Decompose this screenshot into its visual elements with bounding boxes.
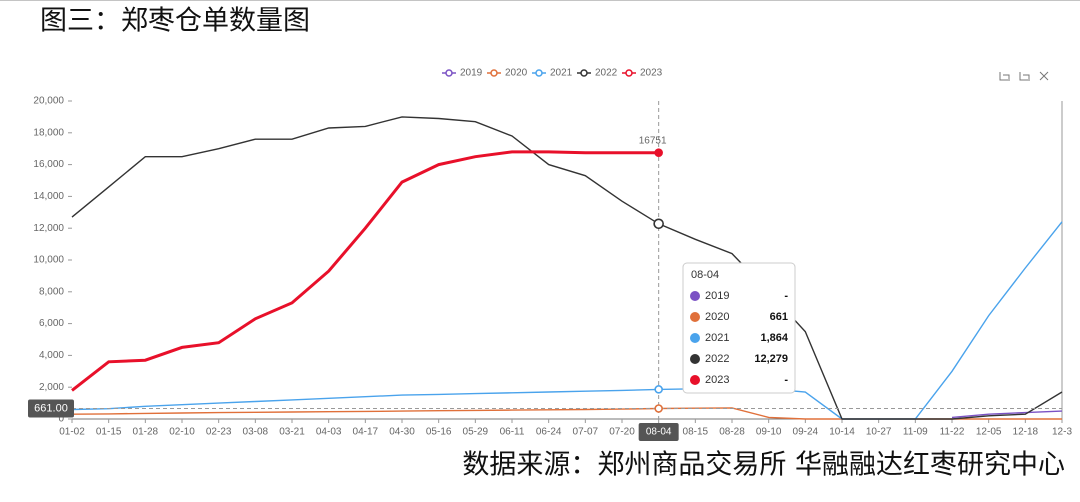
x-tick-label: 05-29 <box>463 427 489 438</box>
tool-icon[interactable] <box>999 72 1010 81</box>
x-tick-label: 02-23 <box>206 427 232 438</box>
x-tick-label: 12-18 <box>1013 427 1039 438</box>
legend-marker <box>490 69 498 77</box>
tooltip-dot <box>690 375 700 385</box>
series-line <box>71 221 1063 420</box>
legend-marker <box>625 69 633 77</box>
tooltip-name: 2022 <box>705 353 729 365</box>
x-tick-label: 01-15 <box>96 427 122 438</box>
crosshair-label: 661.00 <box>34 402 68 414</box>
x-tick-label: 08-04 <box>646 427 672 438</box>
legend-marker <box>535 69 543 77</box>
chart-title: 图三：郑枣仓单数量图 <box>40 6 310 37</box>
point <box>654 148 663 157</box>
y-tick-label: 4,000 <box>39 350 64 361</box>
x-tick-label: 08-15 <box>683 427 709 438</box>
x-tick-label: 01-02 <box>59 427 85 438</box>
x-tick-label: 12-05 <box>976 427 1002 438</box>
y-tick-label: 2,000 <box>39 382 64 393</box>
y-tick-label: 20,000 <box>33 96 64 107</box>
tooltip-value: 1,864 <box>760 332 788 344</box>
x-tick-label: 09-10 <box>756 427 782 438</box>
tooltip-title: 08-04 <box>691 269 719 281</box>
tooltip-value: - <box>784 290 788 302</box>
legend-marker <box>580 69 588 77</box>
tooltip-value: 661 <box>770 311 788 323</box>
tooltip-box <box>682 262 796 394</box>
legend-label: 2019 <box>460 68 483 79</box>
series-line <box>71 116 1063 420</box>
series-line <box>71 407 1062 420</box>
x-tick-label: 11-22 <box>940 427 965 438</box>
legend-label: 2020 <box>505 68 528 79</box>
toolbox[interactable] <box>999 71 1049 81</box>
x-tick-label: 01-28 <box>133 427 159 438</box>
y-tick-label: 0 <box>58 414 64 425</box>
tooltip-name: 2021 <box>705 332 729 344</box>
tool-icon[interactable] <box>1039 71 1049 81</box>
x-tick-label: 04-30 <box>389 427 415 438</box>
y-tick-label: 14,000 <box>33 191 64 202</box>
y-tick-label: 6,000 <box>39 318 64 329</box>
x-tick-label: 07-20 <box>609 427 635 438</box>
x-tick-label: 06-24 <box>536 427 562 438</box>
y-tick-label: 8,000 <box>39 286 64 297</box>
point <box>654 404 663 413</box>
y-tick-label: 12,000 <box>33 223 64 234</box>
legend-label: 2021 <box>550 68 573 79</box>
x-tick-label: 03-21 <box>279 427 305 438</box>
x-tick-label: 02-10 <box>169 427 195 438</box>
y-tick-label: 16,000 <box>33 159 64 170</box>
x-tick-label: 10-14 <box>829 427 855 438</box>
annotation: 16751 <box>639 135 667 146</box>
tooltip-value: 12,279 <box>754 353 788 365</box>
y-tick-label: 18,000 <box>33 127 64 138</box>
x-tick-label: 10-27 <box>866 427 892 438</box>
point <box>653 218 664 230</box>
tooltip-value: - <box>784 374 788 386</box>
tool-icon[interactable] <box>1019 72 1030 81</box>
x-tick-label: 09-24 <box>793 427 819 438</box>
y-tick-label: 10,000 <box>33 255 64 266</box>
point <box>654 385 663 394</box>
tooltip-dot <box>690 291 700 301</box>
x-tick-label: 11-09 <box>903 427 928 438</box>
tooltip-dot <box>690 312 700 322</box>
tooltip-dot <box>690 333 700 343</box>
tooltip-dot <box>690 354 700 364</box>
x-tick-label: 03-08 <box>243 427 269 438</box>
x-tick-label: 07-07 <box>573 427 599 438</box>
series-line <box>951 410 1063 419</box>
tooltip-name: 2023 <box>705 374 729 386</box>
legend-label: 2022 <box>595 68 618 79</box>
tooltip-name: 2020 <box>705 311 729 323</box>
x-tick-label: 12-3 <box>1052 427 1072 438</box>
legend-marker <box>445 69 453 77</box>
tooltip-name: 2019 <box>705 290 729 302</box>
x-tick-label: 06-11 <box>500 427 525 438</box>
source: 数据来源：郑州商品交易所 华融融达红枣研究中心 <box>462 450 1065 481</box>
tooltip: 08-04 2019 - 2020 661 2021 1,864 2022 12,279 2023… <box>682 262 796 394</box>
series-line <box>71 150 659 392</box>
legend-label: 2023 <box>640 68 663 79</box>
crosshair-box <box>28 399 74 418</box>
x-highlight <box>638 423 679 441</box>
x-tick-label: 04-03 <box>316 427 342 438</box>
x-tick-label: 08-28 <box>719 427 745 438</box>
x-tick-label: 05-16 <box>426 427 452 438</box>
x-tick-label: 04-17 <box>353 427 379 438</box>
